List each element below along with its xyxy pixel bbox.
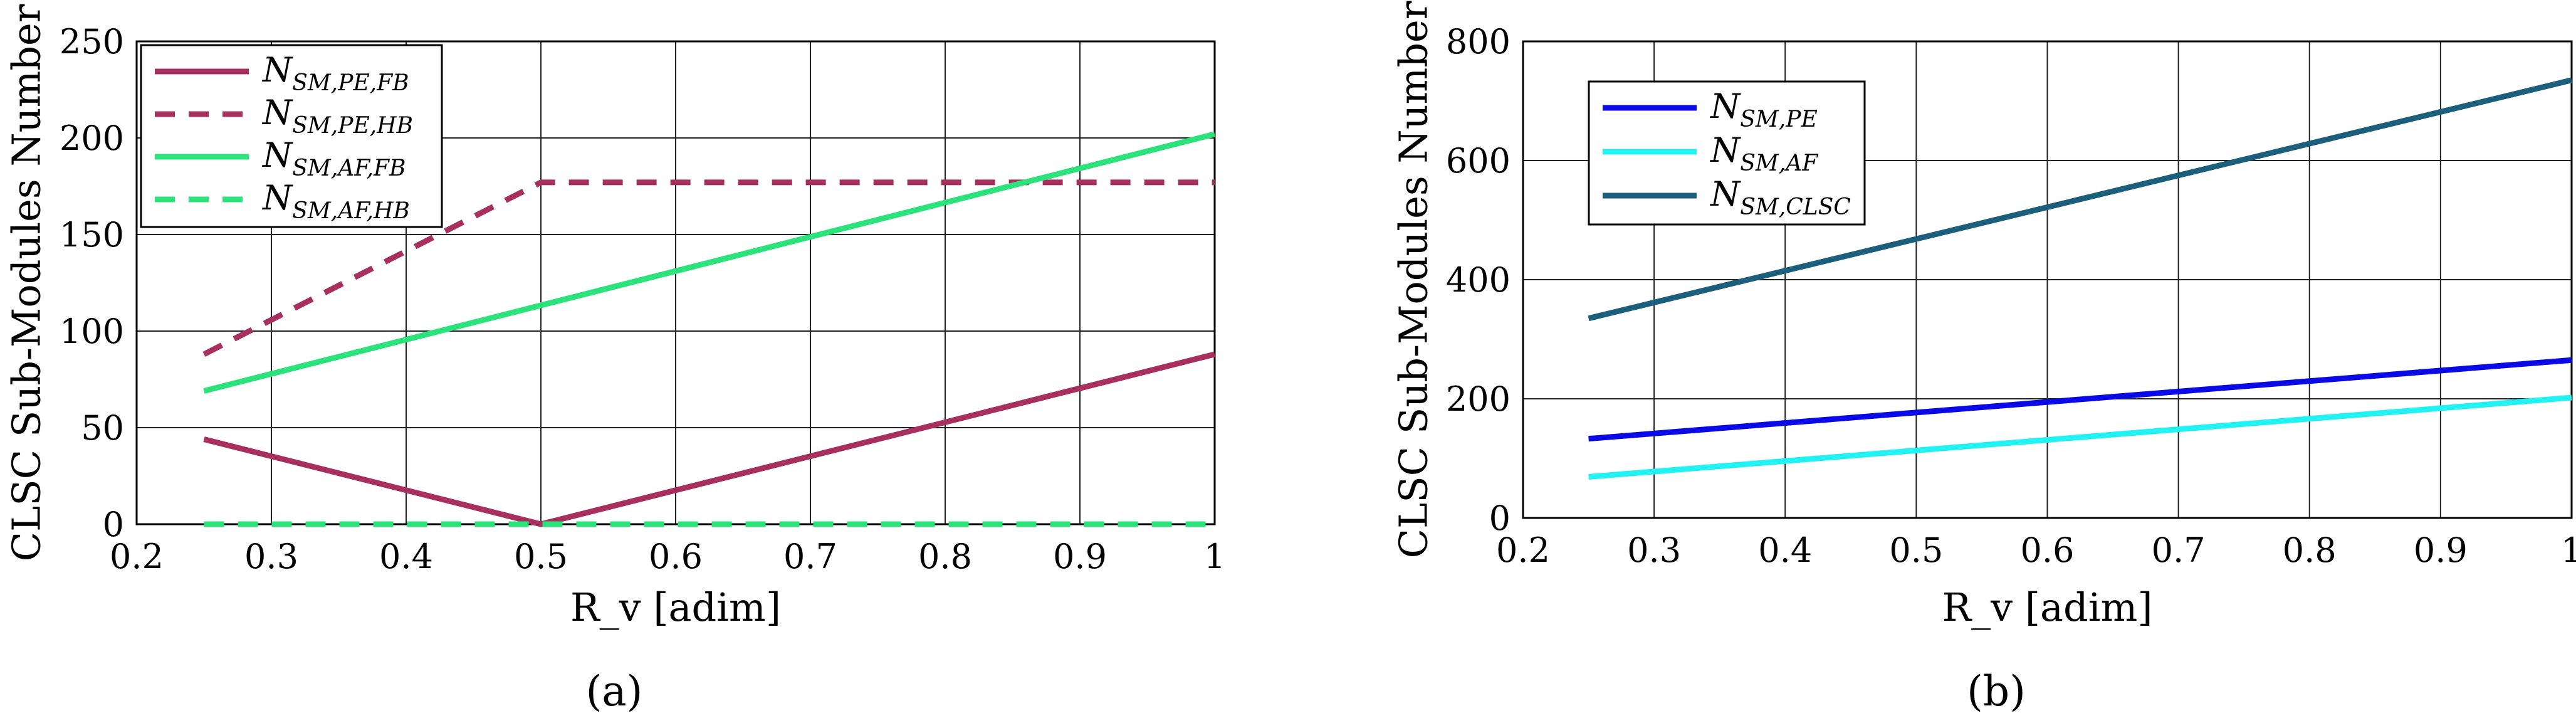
y-tick-label: 0 — [1489, 499, 1511, 538]
legend-symbol: N — [1709, 174, 1741, 214]
legend-subscript: SM,PE — [1740, 107, 1817, 132]
y-tick-label: 200 — [1446, 379, 1511, 419]
legend-subscript: SM,PE,FB — [292, 70, 409, 96]
legend-subscript: SM,AF — [1740, 150, 1819, 176]
legend-subscript: SM,AF,HB — [292, 198, 410, 224]
legend-entry-label: NSM,PE,FB — [261, 50, 409, 96]
x-tick-label: 0.3 — [1627, 530, 1681, 570]
legend-subscript: SM,CLSC — [1740, 194, 1851, 220]
x-axis-label: R_v [adim] — [570, 584, 781, 630]
x-tick-label: 0.8 — [918, 537, 972, 576]
y-tick-label: 400 — [1446, 260, 1511, 300]
x-tick-label: 0.5 — [1889, 530, 1943, 570]
series-line-sm-pe — [1588, 357, 2572, 442]
x-tick-label: 0.7 — [2152, 530, 2206, 570]
series-line-sm-clsc — [1588, 77, 2573, 322]
x-tick-label: 0.4 — [1758, 530, 1812, 570]
y-tick-label: 200 — [60, 119, 124, 158]
legend-subscript: SM,AF,FB — [292, 156, 406, 181]
x-tick-label: 0.6 — [2021, 530, 2075, 570]
y-tick-label: 600 — [1446, 141, 1511, 181]
plot-frame — [1522, 40, 2573, 519]
y-tick-label: 150 — [60, 215, 124, 255]
series-line-sm-af-fb — [203, 131, 1216, 394]
series-line-sm-pe-fb — [203, 351, 1216, 527]
y-axis-label: CLSC Sub-Modules Number — [1391, 1, 1437, 558]
x-tick-label: 1 — [1204, 537, 1225, 576]
x-tick-label: 0.2 — [1496, 530, 1550, 570]
legend-entry-label: NSM,AF,FB — [261, 135, 406, 181]
x-tick-label: 1 — [2561, 530, 2576, 570]
x-tick-label: 0.5 — [514, 537, 568, 576]
series-line-sm-pe-hb — [202, 179, 1215, 357]
legend-entry-label: NSM,PE,HB — [261, 93, 413, 139]
legend-subscript: SM,PE,HB — [292, 113, 413, 139]
x-tick-label: 0.9 — [1053, 537, 1107, 576]
x-tick-label: 0.8 — [2283, 530, 2337, 570]
legend-entry-label: NSM,AF,HB — [261, 178, 410, 224]
x-tick-label: 0.2 — [110, 537, 164, 576]
legend-symbol: N — [261, 50, 293, 90]
x-tick-label: 0.4 — [379, 537, 433, 576]
chart-panel-b: 0.2 0.3 0.4 0.5 0.6 0.7 0.8 0.9 10200400600800NS… — [1391, 1, 2576, 715]
x-tick-label: 0.9 — [2414, 530, 2468, 570]
legend-symbol: N — [261, 135, 293, 175]
plot-frame — [135, 40, 1216, 525]
y-tick-label: 800 — [1446, 22, 1511, 61]
y-axis-label: CLSC Sub-Modules Number — [4, 4, 50, 561]
x-axis-label: R_v [adim] — [1942, 584, 2152, 630]
panel-label: (b) — [1967, 667, 2026, 715]
legend-entry-label: NSM,PE — [1709, 87, 1818, 132]
y-tick-label: 0 — [103, 505, 124, 544]
legend-symbol: N — [1709, 130, 1741, 170]
y-tick-label: 250 — [60, 22, 124, 61]
legend-symbol: N — [261, 178, 293, 218]
chart-panel-a: 0.2 0.3 0.4 0.5 0.6 0.7 0.8 0.9 1 0 50 100 150 200 250… — [4, 4, 1225, 715]
series-line-sm-af — [1588, 394, 2572, 480]
x-tick-label: 0.3 — [244, 537, 298, 576]
y-tick-label: 50 — [81, 408, 124, 448]
y-tick-label: 100 — [60, 312, 124, 351]
x-tick-label: 0.6 — [649, 537, 703, 576]
legend-entry-label: NSM,CLSC — [1709, 174, 1851, 220]
legend-entry-label: NSM,AF — [1709, 130, 1819, 176]
legend-symbol: N — [261, 93, 293, 132]
panel-label: (a) — [586, 667, 643, 715]
x-tick-label: 0.7 — [783, 537, 837, 576]
legend-symbol: N — [1709, 87, 1741, 126]
